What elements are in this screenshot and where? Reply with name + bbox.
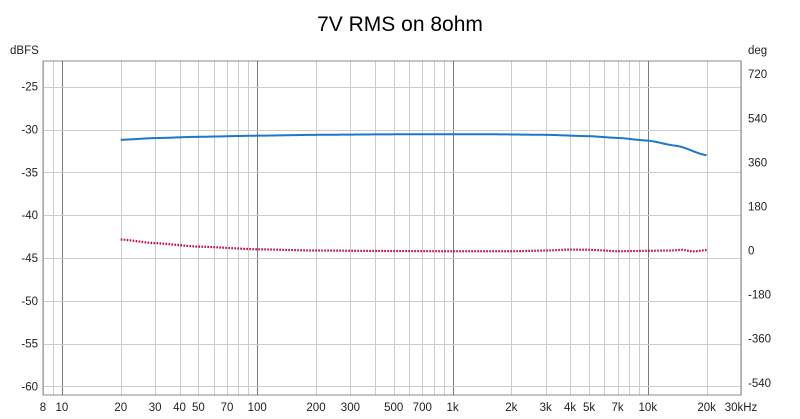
x-tick-label: 20k: [697, 402, 716, 414]
left-y-tick-label: -35: [21, 167, 38, 179]
left-y-tick-label: -45: [21, 253, 38, 265]
plot-frame: [42, 60, 742, 396]
x-tick-label: 7k: [611, 402, 623, 414]
right-y-tick-label: 720: [748, 69, 767, 81]
left-y-tick-label: -55: [21, 339, 38, 351]
right-y-tick-label: 0: [748, 246, 754, 258]
right-y-tick-label: -180: [748, 290, 771, 302]
x-tick-label: 30kHz: [725, 402, 758, 414]
x-tick-label: 1k: [446, 402, 458, 414]
right-y-tick-label: -540: [748, 378, 771, 390]
left-y-tick-label: -30: [21, 125, 38, 137]
chart-title: 7V RMS on 8ohm: [317, 13, 483, 36]
x-tick-label: 20: [114, 402, 127, 414]
x-tick-label: 200: [306, 402, 325, 414]
x-tick-label: 4k: [564, 402, 576, 414]
x-tick-label: 10k: [639, 402, 658, 414]
right-axis-unit: deg: [748, 45, 767, 57]
left-y-tick-label: -60: [21, 381, 38, 393]
tick-labels: 8 10 20 30 40 50 70 100 200 300 500 700 1k 2k 3k 4k 5k 7k…: [21, 69, 771, 414]
level-series-line: [120, 133, 707, 157]
x-tick-label: 50: [192, 402, 205, 414]
left-y-tick-label: -50: [21, 296, 38, 308]
x-tick-label: 30: [149, 402, 162, 414]
x-tick-label: 10: [56, 402, 69, 414]
right-y-tick-label: 180: [748, 201, 767, 213]
left-axis-unit: dBFS: [10, 45, 39, 57]
x-tick-label: 100: [248, 402, 267, 414]
right-y-tick-label: 360: [748, 157, 767, 169]
x-tick-label: 500: [384, 402, 403, 414]
x-tick-label: 8: [40, 402, 46, 414]
left-y-tick-label: -25: [21, 82, 38, 94]
grid-lines: [43, 61, 742, 395]
x-tick-label: 300: [341, 402, 360, 414]
x-tick-label: 5k: [583, 402, 595, 414]
right-y-tick-label: 540: [748, 113, 767, 125]
x-tick-label: 700: [413, 402, 432, 414]
x-tick-label: 70: [221, 402, 234, 414]
series-layer: [120, 133, 707, 253]
right-y-tick-label: -360: [748, 334, 771, 346]
x-tick-label: 3k: [540, 402, 552, 414]
x-tick-label: 40: [173, 402, 186, 414]
left-y-tick-label: -40: [21, 210, 38, 222]
x-tick-label: 2k: [505, 402, 517, 414]
